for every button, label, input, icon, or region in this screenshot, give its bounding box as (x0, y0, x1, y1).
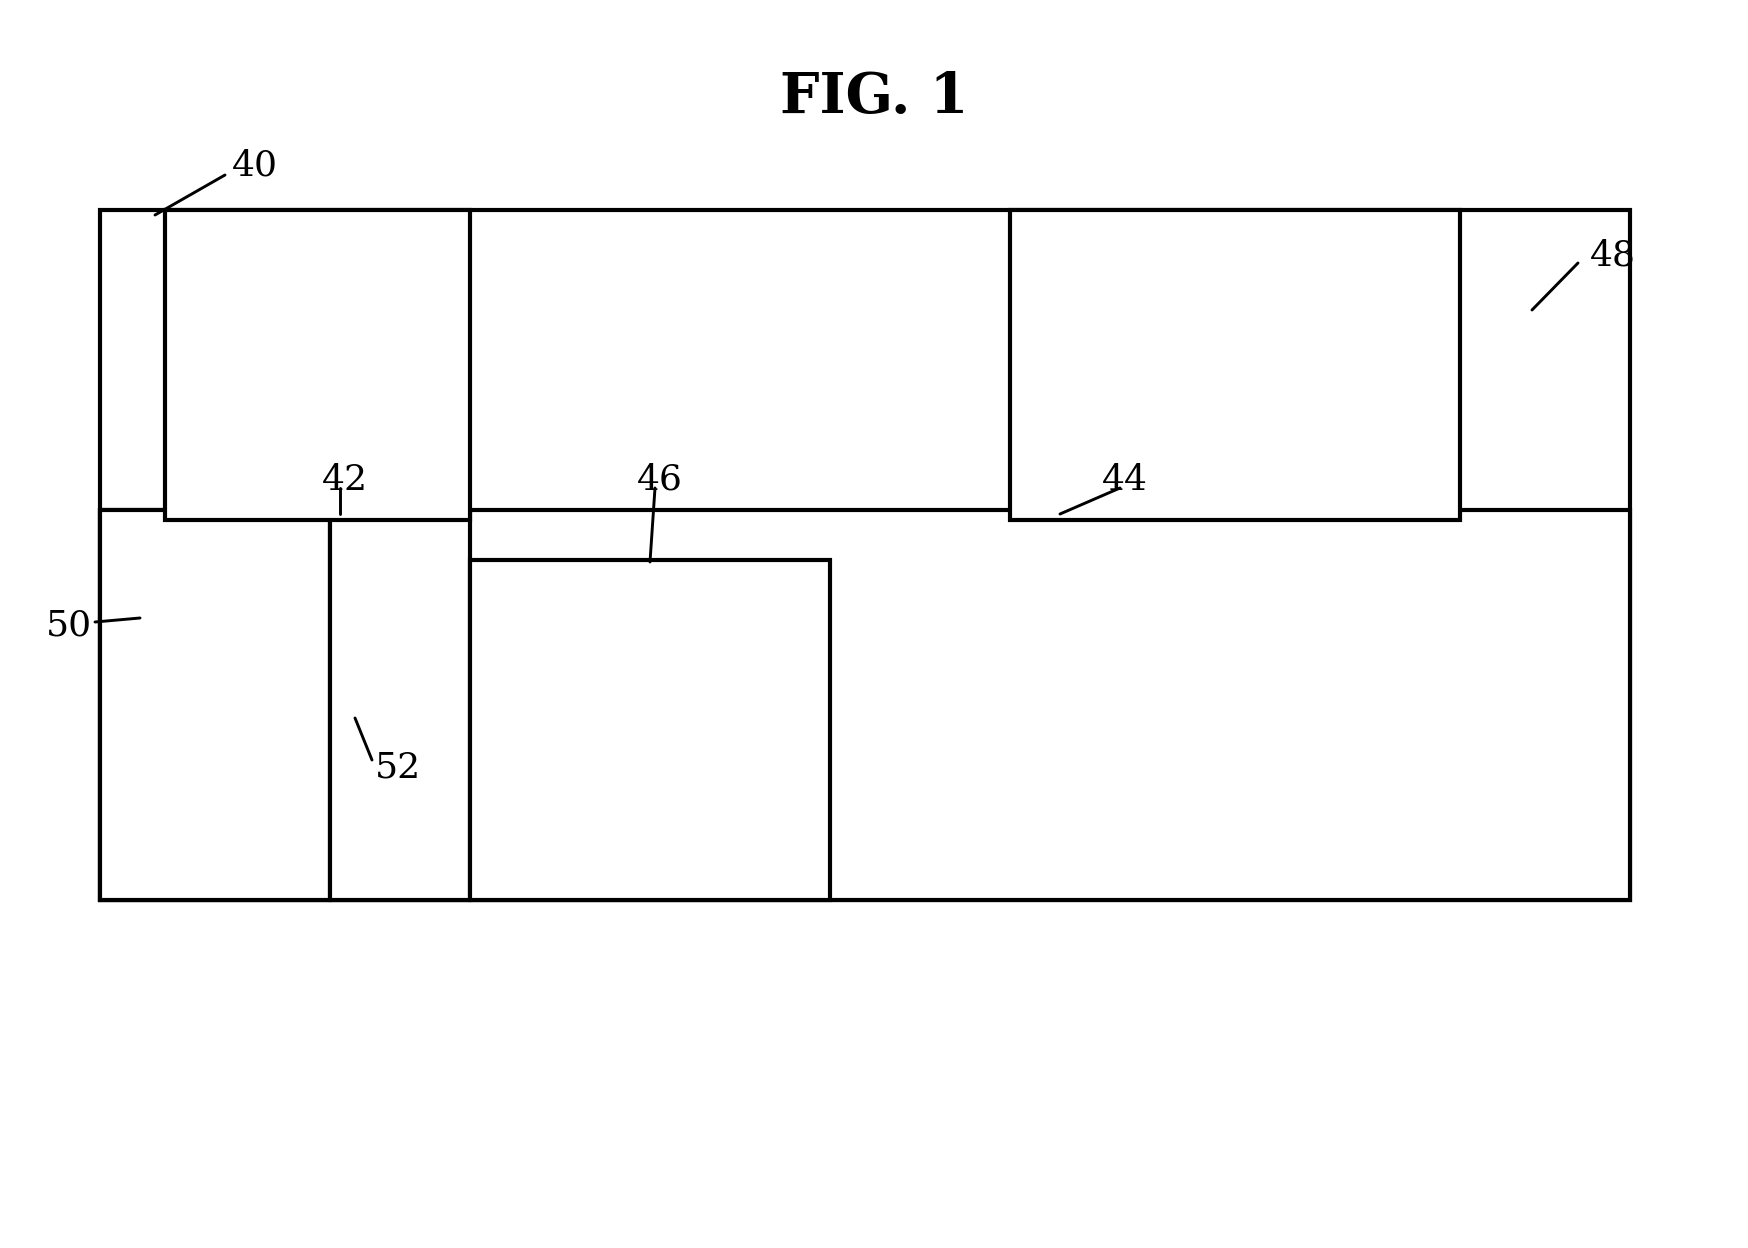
Bar (100, 210, 1629, 900)
Text: 40: 40 (232, 149, 278, 182)
Text: 42: 42 (322, 463, 369, 497)
Text: 44: 44 (1101, 463, 1148, 497)
Bar (164, 210, 470, 520)
Text: FIG. 1: FIG. 1 (780, 70, 968, 125)
Bar (330, 510, 470, 900)
Bar (1010, 210, 1460, 520)
Text: 50: 50 (45, 608, 93, 641)
Text: 46: 46 (636, 463, 683, 497)
Text: 52: 52 (376, 751, 421, 785)
Bar (100, 510, 1629, 900)
Text: 48: 48 (1591, 238, 1636, 272)
Bar (470, 560, 830, 900)
Bar (100, 510, 330, 900)
